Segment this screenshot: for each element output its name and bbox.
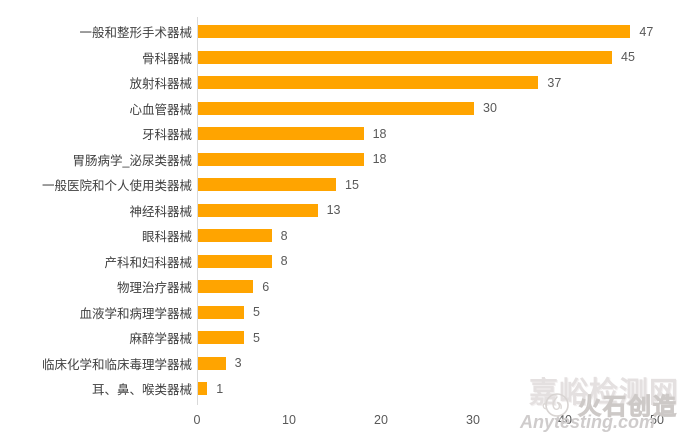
x-axis-tick-label: 10 [282, 413, 296, 427]
chart-row: 神经科器械 13 [0, 198, 680, 224]
bar-wrap: 45 [198, 45, 635, 71]
category-label: 耳、鼻、喉类器械 [91, 383, 192, 398]
x-axis-tick-label: 40 [558, 413, 572, 427]
bar-wrap: 18 [198, 147, 387, 173]
bar [198, 152, 364, 166]
category-label: 一般和整形手术器械 [79, 26, 192, 41]
bar-value-label: 45 [621, 50, 635, 65]
bar-value-label: 3 [234, 356, 242, 371]
bar-wrap: 5 [198, 325, 260, 351]
bar-value-label: 47 [639, 24, 654, 39]
chart-row: 物理治疗器械 6 [0, 274, 680, 300]
chart-row: 麻醉学器械 5 [0, 325, 680, 351]
bar-value-label: 15 [345, 177, 359, 192]
bar [198, 25, 631, 39]
category-label: 心血管器械 [129, 102, 192, 117]
bar-wrap: 1 [198, 376, 223, 402]
bar [198, 50, 612, 64]
chart-rows: 一般和整形手术器械 47 骨科器械 45 放射科器械 37 心血管器械 30 牙科器械 18 胃肠病… [0, 19, 680, 402]
category-label: 神经科器械 [129, 204, 192, 219]
chart-row: 胃肠病学_泌尿类器械 18 [0, 147, 680, 173]
bar [198, 229, 272, 243]
bar-wrap: 13 [198, 198, 341, 224]
category-label: 骨科器械 [141, 51, 192, 66]
bar-value-label: 5 [253, 305, 260, 320]
bar-value-label: 30 [483, 101, 497, 116]
x-axis: 0 10 20 30 40 50 [0, 410, 680, 434]
bar-wrap: 15 [198, 172, 359, 198]
category-label: 胃肠病学_泌尿类器械 [72, 153, 192, 168]
x-axis-tick-label: 30 [466, 413, 480, 427]
bar-value-label: 5 [253, 330, 260, 345]
chart-row: 骨科器械 45 [0, 45, 680, 71]
bar [198, 178, 336, 192]
x-axis-tick-label: 50 [650, 413, 664, 427]
bar-value-label: 1 [216, 381, 224, 396]
bar-wrap: 37 [198, 70, 561, 96]
bar [198, 331, 244, 345]
x-axis-tick-label: 0 [193, 413, 201, 427]
bar [198, 356, 226, 370]
bar [198, 127, 364, 141]
bar-wrap: 6 [198, 274, 269, 300]
category-label: 物理治疗器械 [116, 281, 192, 296]
bar [198, 76, 539, 90]
bar [198, 305, 244, 319]
bar-wrap: 30 [198, 96, 497, 122]
bar-wrap: 47 [198, 19, 653, 45]
bar-value-label: 13 [326, 203, 341, 218]
bar-wrap: 8 [198, 249, 288, 275]
category-label: 眼科器械 [141, 230, 192, 245]
bar-wrap: 8 [198, 223, 288, 249]
category-label: 麻醉学器械 [129, 332, 192, 347]
chart-row: 耳、鼻、喉类器械 1 [0, 376, 680, 402]
category-label: 放射科器械 [129, 77, 192, 92]
bar-value-label: 8 [280, 228, 288, 243]
bar [198, 280, 254, 294]
chart-row: 一般医院和个人使用类器械 15 [0, 172, 680, 198]
bar [198, 101, 474, 115]
chart-row: 产科和妇科器械 8 [0, 249, 680, 275]
bar-wrap: 5 [198, 300, 260, 326]
x-axis-tick-label: 20 [374, 413, 388, 427]
chart-row: 血液学和病理学器械 5 [0, 300, 680, 326]
chart-row: 一般和整形手术器械 47 [0, 19, 680, 45]
chart-row: 放射科器械 37 [0, 70, 680, 96]
bar-value-label: 37 [547, 75, 562, 90]
bar [198, 382, 208, 396]
bar-wrap: 18 [198, 121, 387, 147]
y-axis-line [197, 17, 198, 405]
category-label: 血液学和病理学器械 [79, 306, 192, 321]
category-label: 一般医院和个人使用类器械 [41, 179, 192, 194]
chart-row: 心血管器械 30 [0, 96, 680, 122]
bar [198, 254, 272, 268]
chart-row: 牙科器械 18 [0, 121, 680, 147]
category-label: 牙科器械 [141, 128, 192, 143]
bar-wrap: 3 [198, 351, 242, 377]
bar-value-label: 6 [262, 279, 270, 294]
chart-row: 临床化学和临床毒理学器械 3 [0, 351, 680, 377]
bar-value-label: 8 [280, 254, 288, 269]
bar-value-label: 18 [372, 126, 387, 141]
category-label: 临床化学和临床毒理学器械 [41, 357, 192, 372]
chart-row: 眼科器械 8 [0, 223, 680, 249]
bar-value-label: 18 [372, 152, 387, 167]
bar [198, 203, 318, 217]
category-label: 产科和妇科器械 [104, 255, 192, 270]
